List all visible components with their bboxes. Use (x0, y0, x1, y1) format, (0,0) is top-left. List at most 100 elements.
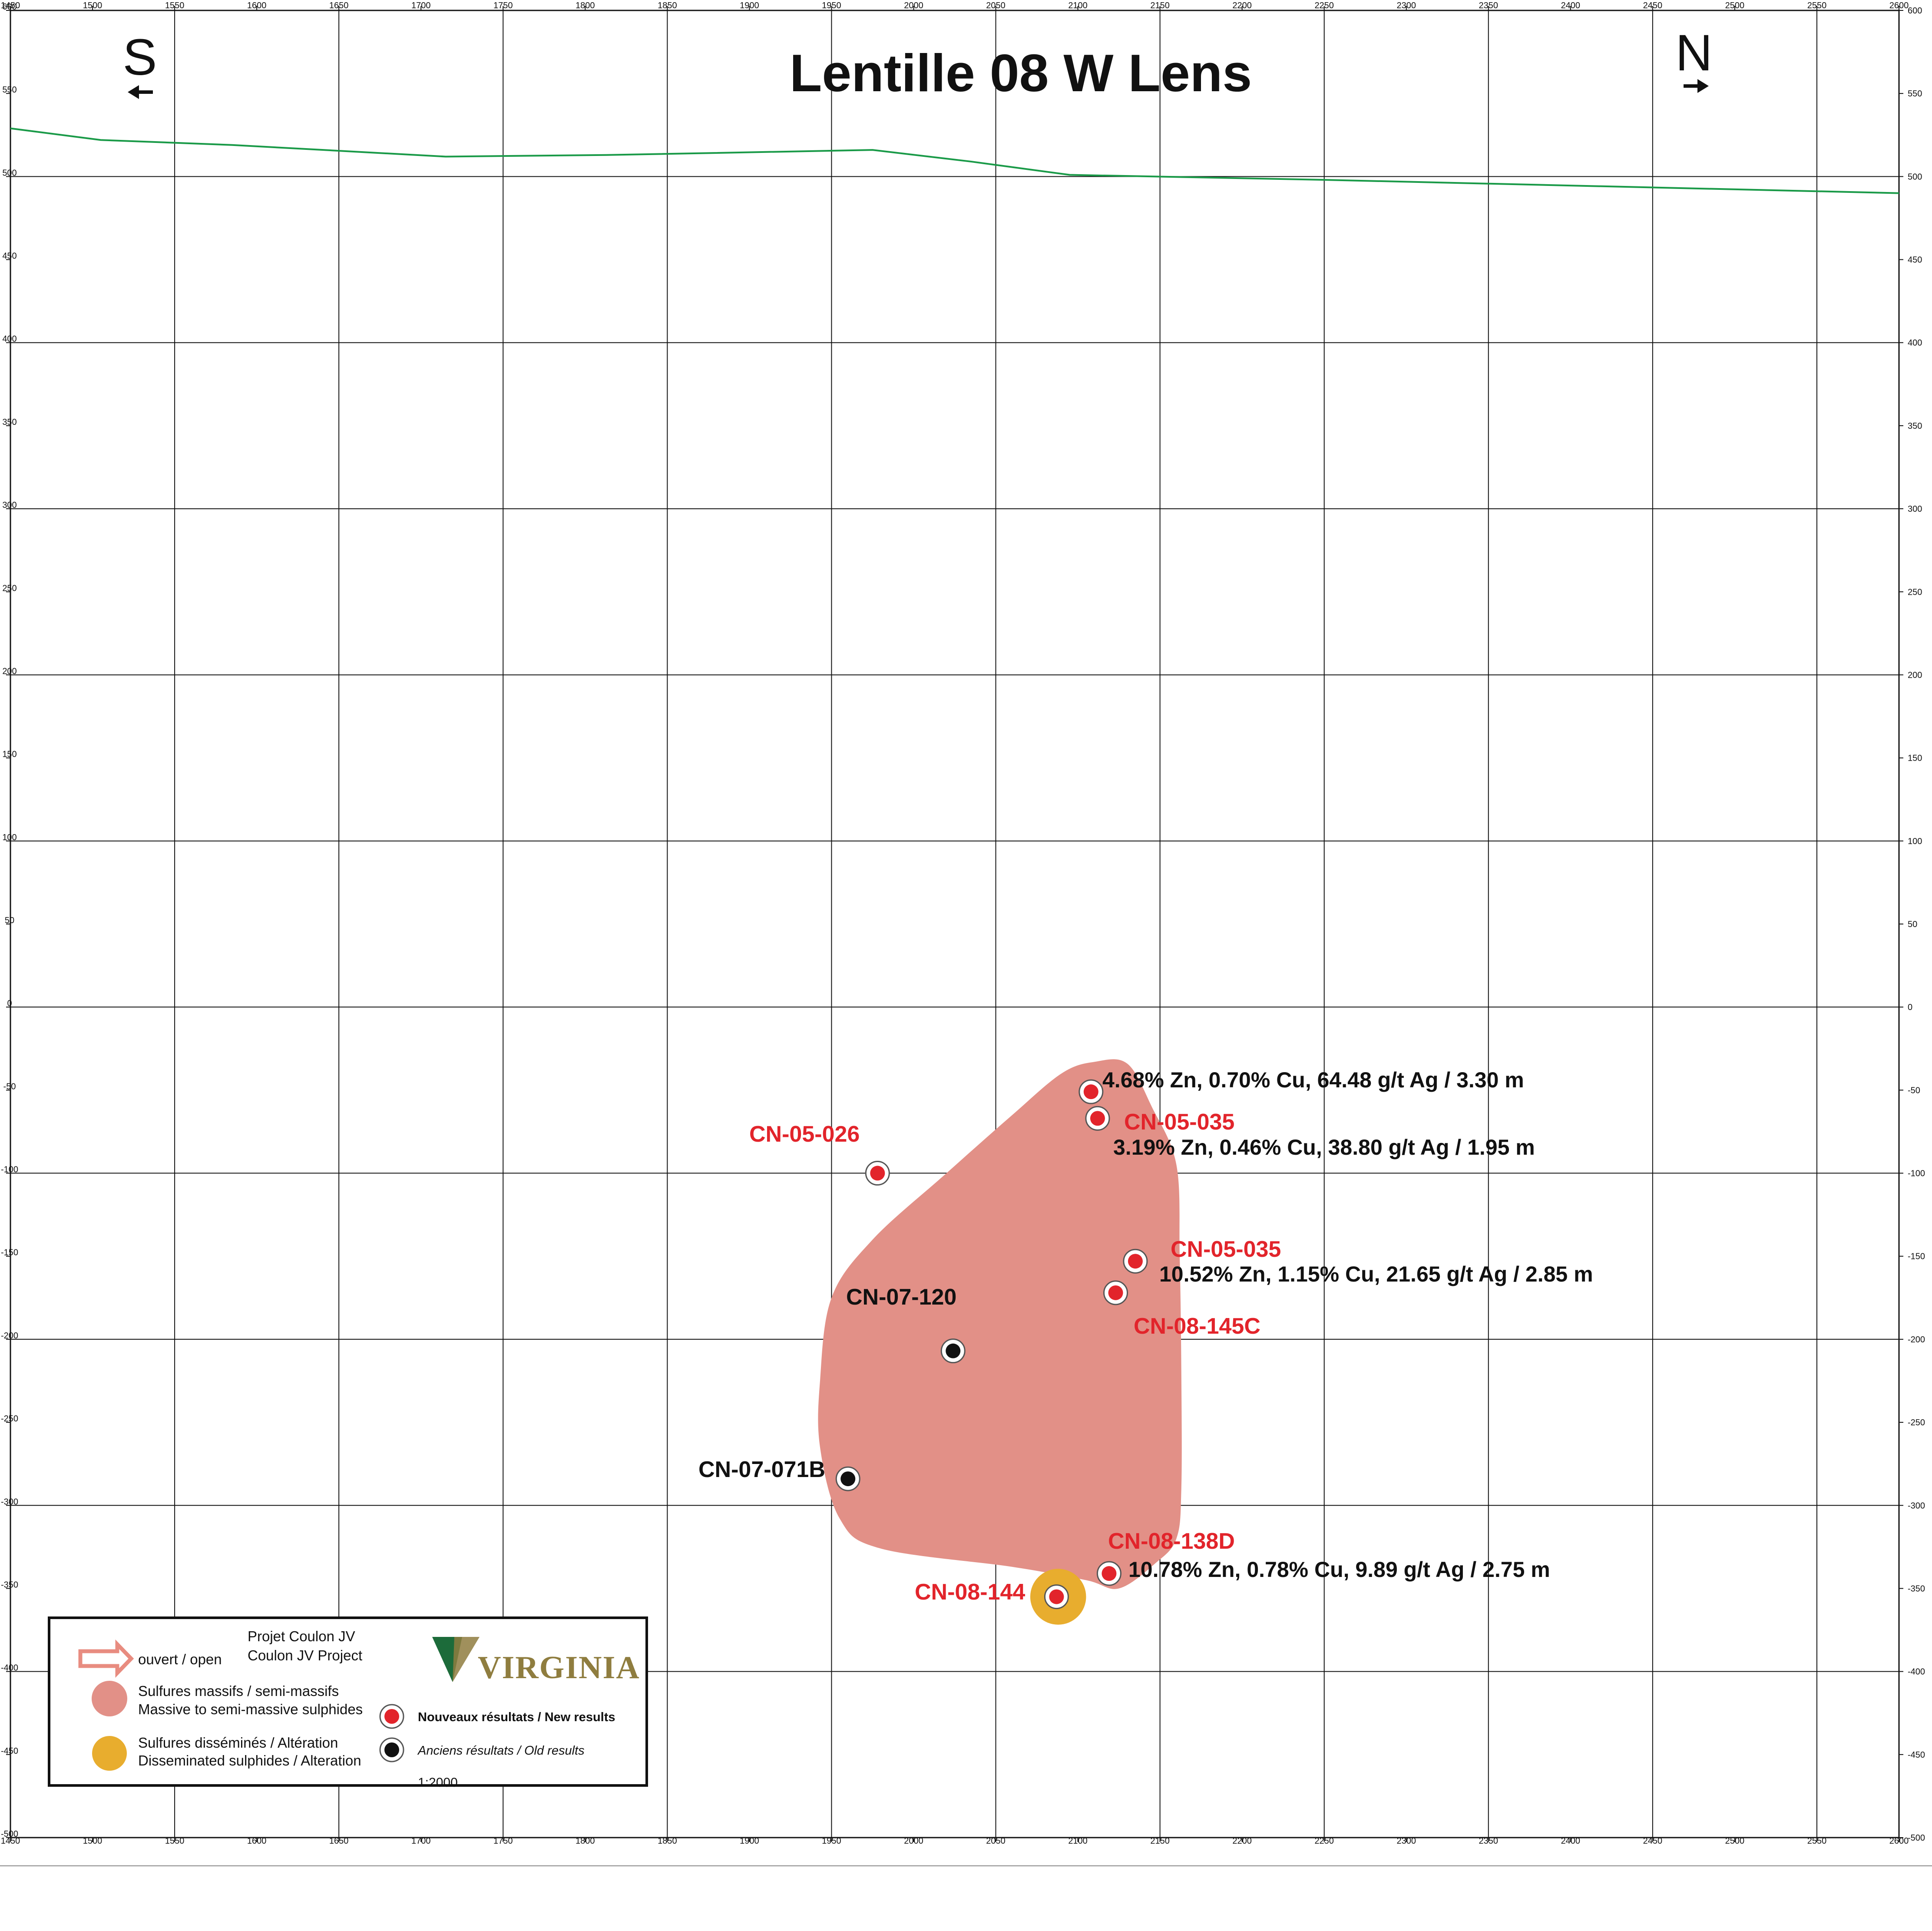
y-tick-label-left: 150 (2, 750, 17, 759)
hole-label: CN-08-145C (1134, 1314, 1260, 1339)
y-tick-label-right: 350 (1908, 421, 1922, 431)
y-tick-label-left: -350 (1, 1580, 18, 1590)
y-tick-label-right: 100 (1908, 837, 1922, 846)
old-result-marker-icon (379, 1737, 404, 1762)
legend-new-results: Nouveaux résultats / New results (418, 1710, 615, 1724)
legend-disseminated-fr: Sulfures disséminés / Altération (138, 1735, 338, 1751)
x-tick-label-bottom: 1450 (1, 1836, 20, 1846)
x-tick-label-top: 2050 (986, 1, 1006, 10)
y-tick-label-right: 150 (1908, 754, 1922, 763)
x-tick-label-top: 1950 (822, 1, 841, 10)
x-tick-label-top: 2350 (1479, 1, 1499, 10)
x-tick-label-top: 1750 (493, 1, 513, 10)
y-tick-label-right: -400 (1908, 1667, 1925, 1677)
new-result-marker-icon (379, 1704, 404, 1729)
y-tick-label-right: 550 (1908, 89, 1922, 99)
massive-sulphides-swatch (92, 1681, 127, 1716)
hole-label: CN-08-138D (1108, 1529, 1235, 1554)
hole-label: CN-05-035 (1171, 1237, 1281, 1262)
new-result-marker-icon (379, 1704, 404, 1729)
new-result-marker (1044, 1584, 1069, 1610)
legend-project-en: Coulon JV Project (248, 1647, 362, 1663)
y-tick-label-left: 350 (2, 417, 17, 427)
legend: Projet Coulon JV Coulon JV Project ouver… (48, 1616, 648, 1790)
x-tick-label-bottom: 1550 (165, 1836, 185, 1846)
x-tick-label-top: 1450 (1, 1, 20, 10)
x-tick-label-bottom: 2400 (1561, 1836, 1581, 1846)
north-indicator: N (1675, 24, 1713, 93)
logo-triangle-icon (453, 1637, 480, 1682)
south-letter: S (123, 29, 157, 86)
y-tick-label-left: 300 (2, 500, 17, 510)
y-tick-label-right: -100 (1908, 1169, 1925, 1179)
y-tick-label-right: 400 (1908, 338, 1922, 348)
legend-scale: 1:2000 (418, 1775, 458, 1790)
y-tick-label-left: 100 (2, 833, 17, 842)
disseminated-sulphides-swatch (92, 1736, 127, 1771)
y-tick-label-left: -50 (3, 1082, 16, 1091)
y-tick-label-left: 600 (2, 2, 17, 12)
x-tick-label-top: 1850 (658, 1, 677, 10)
x-tick-label-top: 1800 (576, 1, 595, 10)
x-tick-label-bottom: 1900 (740, 1836, 759, 1846)
hole-label: CN-07-120 (846, 1285, 956, 1310)
x-tick-label-bottom: 2200 (1232, 1836, 1252, 1846)
massive-sulphide-lens (818, 1059, 1182, 1589)
x-tick-label-bottom: 2350 (1479, 1836, 1499, 1846)
x-tick-label-bottom: 1650 (329, 1836, 349, 1846)
x-tick-label-bottom: 1600 (247, 1836, 267, 1846)
y-tick-label-right: -300 (1908, 1501, 1925, 1510)
y-tick-label-right: -150 (1908, 1252, 1925, 1262)
drill-hole-markers (835, 1079, 1148, 1610)
axis-tick-labels: 1450145015001500155015501600160016501650… (1, 1, 1925, 1846)
virginia-logo: VIRGINIA (432, 1637, 640, 1686)
assay-result: 10.52% Zn, 1.15% Cu, 21.65 g/t Ag / 2.85… (1159, 1262, 1593, 1286)
x-tick-label-bottom: 2600 (1889, 1836, 1909, 1846)
hole-label: CN-05-026 (749, 1122, 860, 1147)
x-tick-label-top: 2450 (1643, 1, 1663, 10)
y-tick-label-right: -200 (1908, 1335, 1925, 1345)
legend-open-label: ouvert / open (138, 1651, 222, 1667)
x-tick-label-top: 2550 (1807, 1, 1827, 10)
y-tick-label-left: 0 (7, 999, 12, 1008)
y-tick-label-left: 200 (2, 666, 17, 676)
x-tick-label-top: 2000 (904, 1, 923, 10)
x-tick-label-bottom: 2250 (1314, 1836, 1334, 1846)
old-result-marker-icon (379, 1737, 404, 1762)
north-letter: N (1675, 24, 1712, 82)
x-tick-label-top: 2250 (1314, 1, 1334, 10)
y-tick-label-right: 50 (1908, 920, 1917, 929)
x-tick-label-bottom: 1750 (493, 1836, 513, 1846)
y-tick-label-right: -250 (1908, 1418, 1925, 1428)
hole-label: CN-05-035 (1124, 1110, 1234, 1135)
y-tick-label-left: -250 (1, 1414, 18, 1424)
south-arrow-icon (128, 85, 153, 99)
x-tick-label-bottom: 2000 (904, 1836, 923, 1846)
map-title: Lentille 08 W Lens (790, 43, 1252, 103)
y-tick-label-left: 50 (5, 916, 14, 925)
new-result-marker (865, 1161, 890, 1186)
hole-labels: CN-05-026 CN-05-035 CN-05-035 CN-08-145C… (698, 1110, 1281, 1605)
hole-label: CN-08-144 (915, 1580, 1025, 1605)
y-tick-label-left: -200 (1, 1331, 18, 1341)
y-tick-label-right: -500 (1908, 1833, 1925, 1843)
x-tick-label-bottom: 1850 (658, 1836, 677, 1846)
y-tick-label-left: 450 (2, 252, 17, 261)
old-result-marker (940, 1338, 966, 1364)
y-tick-label-right: -50 (1908, 1086, 1920, 1095)
x-tick-label-top: 1500 (83, 1, 103, 10)
x-tick-label-bottom: 1500 (83, 1836, 103, 1846)
x-tick-label-bottom: 2050 (986, 1836, 1006, 1846)
new-result-marker (1085, 1106, 1110, 1131)
topography-line (10, 127, 1899, 194)
north-arrow-icon (1684, 79, 1709, 93)
hole-label: CN-07-071B (698, 1457, 825, 1482)
legend-massive-en: Massive to semi-massive sulphides (138, 1701, 363, 1717)
x-tick-label-bottom: 1700 (411, 1836, 431, 1846)
x-tick-label-bottom: 2550 (1807, 1836, 1827, 1846)
y-tick-label-left: 400 (2, 335, 17, 344)
south-indicator: S (123, 29, 157, 99)
x-tick-label-top: 2500 (1725, 1, 1745, 10)
logo-wordmark: VIRGINIA (478, 1650, 640, 1686)
